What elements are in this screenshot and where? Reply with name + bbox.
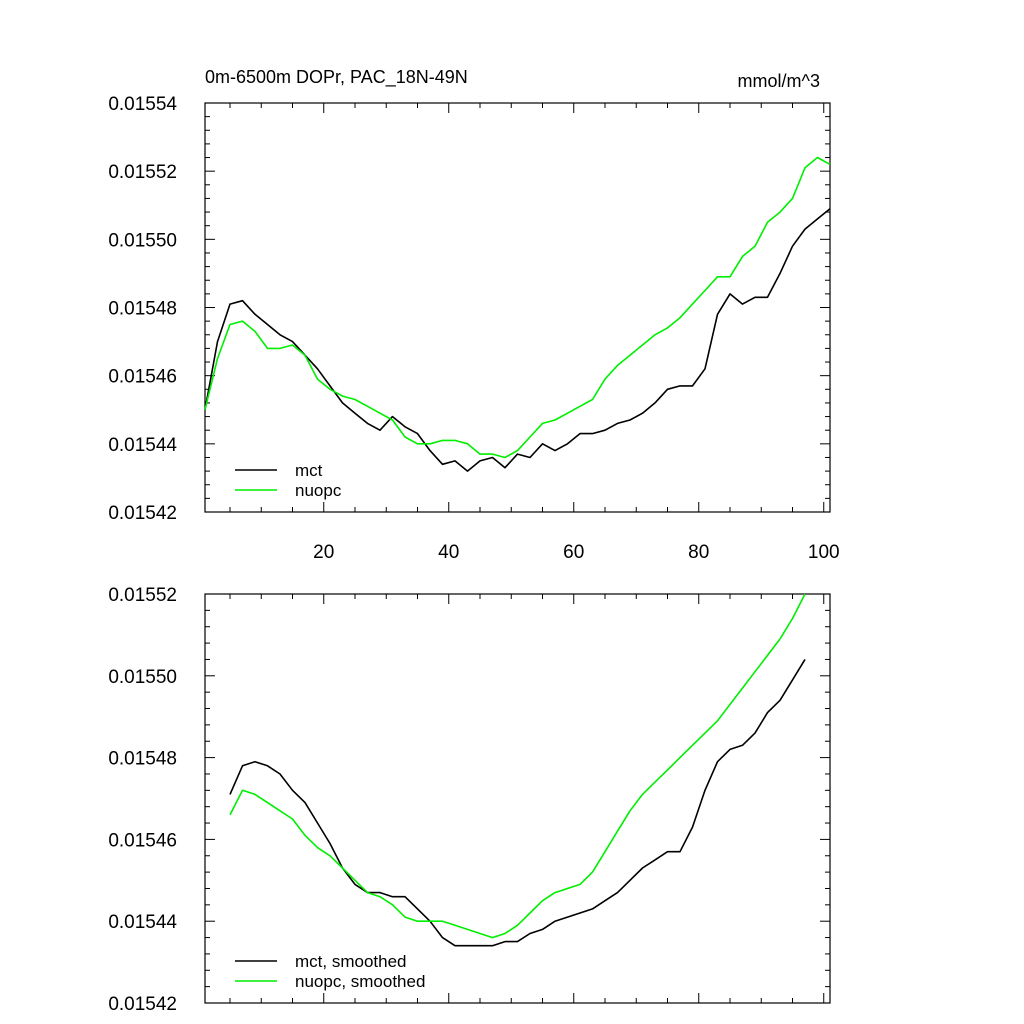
y-tick-label: 0.01550 (108, 667, 177, 688)
y-tick-label: 0.01548 (108, 299, 177, 320)
units-label: mmol/m^3 (738, 71, 820, 91)
series-line-mct-smoothed (229, 658, 806, 947)
x-tick-label: 80 (688, 542, 709, 563)
y-tick-label: 0.01546 (108, 830, 177, 851)
legend-label: nuopc (295, 481, 342, 500)
y-tick-label: 0.01542 (108, 994, 177, 1015)
x-tick-label: 100 (808, 542, 840, 563)
x-tick-label: 60 (563, 542, 584, 563)
y-tick-label: 0.01554 (108, 94, 177, 115)
series-line-mct (204, 208, 831, 472)
x-tick-label: 40 (438, 542, 459, 563)
series-line-nuopc (204, 156, 831, 459)
y-tick-label: 0.01546 (108, 367, 177, 388)
y-tick-label: 0.01550 (108, 230, 177, 251)
legend-label: nuopc, smoothed (295, 972, 425, 991)
y-tick-label: 0.01552 (108, 162, 177, 183)
legend-label: mct (295, 461, 323, 480)
plot-frame (204, 593, 831, 1004)
chart-title: 0m-6500m DOPr, PAC_18N-49N (205, 67, 468, 88)
x-tick-label: 20 (313, 542, 334, 563)
legend-label: mct, smoothed (295, 952, 407, 971)
y-tick-label: 0.01552 (108, 585, 177, 606)
bottom-chart-panel: 0.01542 0.01544 0.01546 0.01548 0.01550 0.015… (108, 585, 831, 1015)
y-tick-label: 0.01548 (108, 749, 177, 770)
series-line-nuopc-smoothed (229, 593, 806, 939)
y-tick-label: 0.01544 (108, 912, 177, 933)
top-chart-panel: 0.01542 0.01544 0.01546 0.01548 0.01550 0.015… (108, 67, 839, 563)
y-tick-label: 0.01542 (108, 503, 177, 524)
y-tick-label: 0.01544 (108, 435, 177, 456)
